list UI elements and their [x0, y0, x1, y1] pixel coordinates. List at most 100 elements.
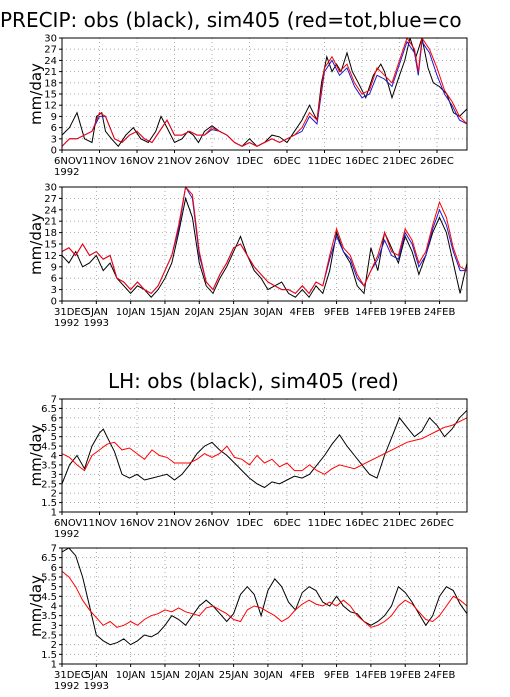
y-tick-label: 5	[51, 582, 57, 593]
y-tick-label: 24	[44, 56, 57, 67]
x-tick-label: 16NOV	[120, 518, 155, 529]
y-tick-label: 2	[51, 640, 57, 651]
y-tick-label: 1	[51, 508, 57, 519]
y-axis-label: mm/day	[27, 213, 45, 275]
x-tick-label: 21NOV	[157, 518, 192, 529]
y-tick-label: 7	[51, 395, 57, 406]
x-tick-label: 11NOV	[82, 156, 117, 167]
series-line-obs	[62, 196, 467, 299]
y-tick-label: 6.5	[41, 553, 57, 564]
precip-chart-title: PRECIP: obs (black), sim405 (red=tot,blu…	[0, 8, 462, 32]
series-line-conv	[62, 187, 467, 295]
x-tick-label: 14FEB	[355, 307, 387, 318]
y-tick-label: 27	[44, 194, 57, 205]
x-tick-label: 26DEC	[420, 156, 454, 167]
x-tick-label: 21DEC	[383, 518, 417, 529]
y-tick-label: 3.5	[41, 460, 57, 471]
y-tick-label: 6	[51, 413, 57, 424]
y-tick-label: 27	[44, 45, 57, 56]
x-tick-label: 11DEC	[308, 518, 342, 529]
y-tick-label: 3	[51, 621, 57, 632]
x-tick-label: 31DEC	[54, 670, 88, 681]
y-tick-label: 0	[51, 297, 57, 308]
x-tick-label: 15JAN	[150, 670, 180, 681]
x-tick-label: 15JAN	[150, 307, 180, 318]
x-tick-label: 25JAN	[219, 307, 249, 318]
y-tick-label: 1.5	[41, 650, 57, 661]
series-line-tot	[62, 417, 467, 475]
y-tick-label: 6.5	[41, 404, 57, 415]
x-tick-label: 16NOV	[120, 156, 155, 167]
x-tick-sublabel: 1992	[54, 681, 79, 692]
y-tick-label: 4	[51, 451, 57, 462]
x-tick-label: 24FEB	[424, 307, 456, 318]
y-tick-label: 15	[44, 240, 57, 251]
lh-chart-title: LH: obs (black), sim405 (red)	[108, 369, 399, 393]
x-tick-label: 26NOV	[195, 156, 230, 167]
y-tick-label: 9	[51, 112, 57, 123]
y-tick-label: 1.5	[41, 498, 57, 509]
x-tick-label: 16DEC	[345, 518, 379, 529]
x-tick-label: 4FEB	[290, 670, 315, 681]
series-line-tot	[62, 38, 467, 147]
x-tick-label: 26DEC	[420, 518, 454, 529]
x-tick-label: 20JAN	[184, 307, 214, 318]
y-tick-label: 21	[44, 217, 57, 228]
y-tick-label: 30	[44, 183, 57, 194]
y-tick-label: 3	[51, 285, 57, 296]
x-tick-label: 4FEB	[290, 307, 315, 318]
series-line-obs	[62, 548, 467, 646]
y-tick-label: 30	[44, 34, 57, 45]
y-tick-label: 0	[51, 146, 57, 157]
x-tick-label: 11DEC	[308, 156, 342, 167]
y-tick-label: 3.5	[41, 611, 57, 622]
y-tick-label: 24	[44, 205, 57, 216]
y-axis-label: mm/day	[27, 63, 45, 125]
y-tick-label: 12	[44, 101, 57, 112]
x-tick-label: 20JAN	[184, 670, 214, 681]
series-line-obs	[62, 38, 467, 148]
x-tick-label: 21NOV	[157, 156, 192, 167]
x-tick-sublabel: 1992	[54, 167, 79, 178]
x-tick-label: 1DEC	[236, 518, 263, 529]
y-tick-label: 7	[51, 544, 57, 555]
x-tick-label: 21DEC	[383, 156, 417, 167]
y-tick-label: 4.5	[41, 592, 57, 603]
y-tick-label: 5.5	[41, 573, 57, 584]
x-tick-sublabel: 1992	[54, 529, 79, 540]
x-tick-label: 6NOV	[54, 518, 83, 529]
y-tick-label: 18	[44, 78, 57, 89]
x-tick-label: 9FEB	[324, 307, 349, 318]
x-tick-sublabel: 1992	[54, 318, 79, 329]
x-tick-label: 10JAN	[116, 307, 146, 318]
y-tick-label: 5	[51, 432, 57, 443]
y-tick-label: 18	[44, 228, 57, 239]
x-tick-label: 11NOV	[82, 518, 117, 529]
lh-jan-feb-panel: 11.522.533.544.555.566.5731DEC19925JAN19…	[27, 544, 468, 692]
x-tick-label: 24FEB	[424, 670, 456, 681]
x-tick-sublabel: 1993	[84, 318, 109, 329]
series-line-obs	[62, 409, 467, 489]
y-axis-label: mm/day	[27, 575, 45, 637]
series-line-tot	[62, 570, 467, 628]
x-tick-sublabel: 1993	[84, 681, 109, 692]
x-tick-label: 1DEC	[236, 156, 263, 167]
x-tick-label: 5JAN	[85, 670, 108, 681]
x-tick-label: 30JAN	[253, 670, 283, 681]
x-tick-label: 6DEC	[273, 156, 300, 167]
x-tick-label: 19FEB	[389, 307, 421, 318]
x-tick-label: 14FEB	[355, 670, 387, 681]
y-tick-label: 5.5	[41, 423, 57, 434]
x-tick-label: 10JAN	[116, 670, 146, 681]
x-tick-label: 26NOV	[195, 518, 230, 529]
y-tick-label: 4	[51, 602, 57, 613]
y-tick-label: 2.5	[41, 479, 57, 490]
x-tick-label: 5JAN	[85, 307, 108, 318]
y-tick-label: 1	[51, 660, 57, 671]
x-tick-label: 19FEB	[389, 670, 421, 681]
x-tick-label: 30JAN	[253, 307, 283, 318]
y-tick-label: 6	[51, 274, 57, 285]
